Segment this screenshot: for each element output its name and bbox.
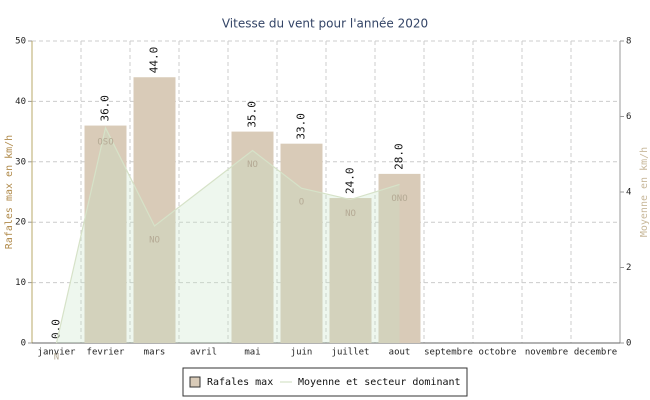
bar — [378, 173, 421, 343]
x-tick-label: fevrier — [87, 348, 126, 358]
y-tick-label: 20 — [15, 218, 26, 228]
y2-tick-label: 2 — [626, 263, 631, 273]
value-label: 44.0 — [148, 47, 161, 74]
value-label: 0.0 — [50, 319, 63, 339]
direction-label: O — [299, 198, 304, 208]
y-tick-label: 30 — [15, 157, 26, 167]
y-tick-label: 50 — [15, 37, 26, 47]
x-tick-label: juin — [291, 348, 313, 358]
y2-axis-label: Moyenne en km/h — [639, 147, 650, 237]
y-tick-label: 0 — [21, 339, 26, 349]
direction-label: NO — [345, 209, 356, 219]
value-label: 24.0 — [344, 168, 357, 195]
y-tick-label: 40 — [15, 97, 26, 107]
direction-label: N — [54, 353, 59, 363]
line — [55, 126, 400, 344]
x-tick-label: septembre — [424, 348, 473, 358]
direction-label: NO — [149, 235, 160, 245]
area — [56, 127, 400, 343]
chart-title: Vitesse du vent pour l'année 2020 — [222, 17, 428, 31]
legend-label: Moyenne et secteur dominant — [298, 377, 461, 388]
x-tick-label: octobre — [479, 348, 517, 358]
y2-tick-label: 0 — [626, 339, 631, 349]
legend-swatch — [189, 376, 201, 388]
bar — [231, 131, 274, 343]
x-tick-label: mai — [244, 348, 260, 358]
legend-label: Rafales max — [207, 377, 273, 388]
direction-label: OSO — [97, 137, 113, 147]
y2-tick-label: 6 — [626, 112, 631, 122]
value-label: 33.0 — [295, 113, 308, 140]
value-label: 28.0 — [393, 143, 406, 170]
legend — [182, 367, 468, 397]
bar — [329, 198, 372, 343]
x-tick-label: juillet — [332, 348, 370, 358]
bar — [133, 77, 176, 344]
value-label: 35.0 — [246, 101, 259, 128]
x-tick-label: aout — [389, 348, 411, 358]
x-tick-label: novembre — [525, 348, 568, 358]
y-axis-label: Rafales max en km/h — [4, 135, 15, 249]
direction-label: NO — [247, 160, 258, 170]
x-tick-label: avril — [190, 348, 217, 358]
direction-label: ONO — [391, 194, 407, 204]
y2-tick-label: 8 — [626, 37, 631, 47]
y-tick-label: 10 — [15, 278, 26, 288]
value-label: 36.0 — [99, 95, 112, 122]
x-tick-label: mars — [144, 348, 166, 358]
x-tick-label: decembre — [574, 348, 617, 358]
y2-tick-label: 4 — [626, 188, 631, 198]
x-tick-label: janvier — [38, 348, 77, 358]
bar — [84, 125, 127, 343]
